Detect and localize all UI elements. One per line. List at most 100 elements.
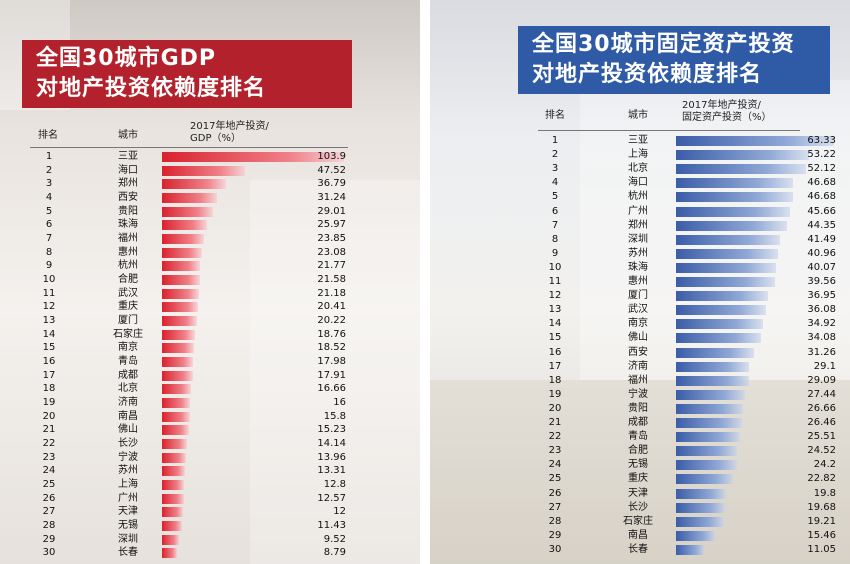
bar xyxy=(162,398,190,409)
data-label: 19.21 xyxy=(807,515,836,527)
chart-row: 17 成都 17.91 xyxy=(0,369,420,383)
data-label: 26.46 xyxy=(807,417,836,428)
chart-row: 26 天津 19.8 xyxy=(430,487,850,501)
chart-row: 6 广州 45.66 xyxy=(430,205,850,219)
chart-row: 11 武汉 21.18 xyxy=(0,287,420,301)
chart-row: 21 成都 26.46 xyxy=(430,416,850,430)
rank-label: 26 xyxy=(548,487,562,499)
category-label: 西安 xyxy=(628,346,648,358)
chart-row: 6 珠海 25.97 xyxy=(0,218,420,232)
rank-label: 13 xyxy=(548,304,562,316)
chart-row: 27 长沙 19.68 xyxy=(430,501,850,515)
bar xyxy=(676,432,740,443)
category-label: 长沙 xyxy=(628,501,648,513)
bar xyxy=(162,493,184,504)
data-label: 36.79 xyxy=(317,178,346,190)
category-label: 福州 xyxy=(118,233,138,245)
bar xyxy=(162,425,189,436)
data-label: 36.08 xyxy=(807,304,836,316)
category-label: 无锡 xyxy=(628,459,648,471)
rank-label: 16 xyxy=(42,356,56,368)
bar xyxy=(162,220,208,231)
data-label: 23.08 xyxy=(317,246,346,258)
rank-label: 6 xyxy=(551,205,559,217)
rank-label: 12 xyxy=(42,301,56,313)
data-label: 18.76 xyxy=(317,328,346,340)
bar xyxy=(162,329,195,340)
category-label: 合肥 xyxy=(628,445,648,457)
bar xyxy=(676,220,787,231)
category-label: 佛山 xyxy=(118,424,138,436)
chart-row: 15 佛山 34.08 xyxy=(430,331,850,345)
bar xyxy=(162,521,182,532)
category-label: 青岛 xyxy=(118,356,138,368)
rank-label: 1 xyxy=(45,151,53,162)
data-label: 29.01 xyxy=(317,205,346,217)
chart-row: 13 武汉 36.08 xyxy=(430,303,850,317)
chart-row: 18 北京 16.66 xyxy=(0,382,420,396)
category-label: 贵阳 xyxy=(118,205,138,217)
chart-row: 4 海口 46.68 xyxy=(430,176,850,190)
rank-label: 7 xyxy=(45,233,53,245)
data-label: 47.52 xyxy=(317,164,346,176)
chart-row: 2 海口 47.52 xyxy=(0,164,420,178)
category-label: 贵阳 xyxy=(628,402,648,414)
data-label: 9.52 xyxy=(323,533,346,545)
rank-label: 18 xyxy=(548,374,562,386)
data-label: 25.97 xyxy=(317,219,346,231)
rank-label: 5 xyxy=(551,191,559,203)
right-title-line1: 全国30城市固定资产投资 xyxy=(532,32,795,57)
rank-label: 15 xyxy=(42,342,56,354)
data-label: 24.52 xyxy=(807,445,836,457)
category-label: 福州 xyxy=(628,374,648,386)
rank-label: 4 xyxy=(45,192,53,203)
bar xyxy=(676,319,764,330)
category-label: 合肥 xyxy=(118,274,138,286)
category-label: 成都 xyxy=(118,369,138,381)
category-label: 上海 xyxy=(118,479,138,491)
chart-row: 14 南京 34.92 xyxy=(430,317,850,331)
category-label: 三亚 xyxy=(118,151,138,162)
bar xyxy=(676,136,835,146)
chart-row: 7 郑州 44.35 xyxy=(430,219,850,233)
chart-row: 8 惠州 23.08 xyxy=(0,246,420,260)
chart-row: 3 北京 52.12 xyxy=(430,162,850,176)
data-label: 46.68 xyxy=(807,177,836,189)
category-label: 长沙 xyxy=(118,438,138,450)
bar xyxy=(162,261,201,272)
left-header-divider xyxy=(30,147,348,148)
bar xyxy=(676,150,810,161)
right-col-value-header: 2017年地产投资/ 固定资产投资（%） xyxy=(682,100,832,124)
right-header-divider xyxy=(538,130,800,131)
data-label: 45.66 xyxy=(807,205,836,217)
chart-row: 16 青岛 17.98 xyxy=(0,355,420,369)
bar xyxy=(676,389,745,400)
left-title-line2: 对地产投资依赖度排名 xyxy=(36,76,267,101)
rank-label: 21 xyxy=(42,424,56,436)
chart-row: 9 苏州 40.96 xyxy=(430,247,850,261)
rank-label: 30 xyxy=(42,547,56,559)
chart-row: 3 郑州 36.79 xyxy=(0,177,420,191)
rank-label: 18 xyxy=(42,383,56,395)
rank-label: 23 xyxy=(42,451,56,463)
bar xyxy=(676,277,775,287)
bar xyxy=(676,178,793,189)
left-col-value-header-line1: 2017年地产投资/ xyxy=(190,121,269,132)
category-label: 杭州 xyxy=(118,260,138,272)
category-label: 南京 xyxy=(628,318,648,330)
chart-row: 17 济南 29.1 xyxy=(430,360,850,374)
background-building xyxy=(250,180,420,564)
bar xyxy=(676,418,743,428)
data-label: 11.05 xyxy=(807,543,836,555)
rank-label: 23 xyxy=(548,445,562,457)
category-label: 北京 xyxy=(118,383,138,395)
data-label: 52.12 xyxy=(807,163,836,175)
category-label: 宁波 xyxy=(118,451,138,463)
bar xyxy=(676,446,738,457)
chart-row: 13 厦门 20.22 xyxy=(0,314,420,328)
bar xyxy=(162,302,198,313)
category-label: 佛山 xyxy=(628,332,648,344)
right-chart-title: 全国30城市固定资产投资 对地产投资依赖度排名 xyxy=(518,26,830,94)
bar xyxy=(162,548,178,559)
data-label: 14.14 xyxy=(317,438,346,450)
